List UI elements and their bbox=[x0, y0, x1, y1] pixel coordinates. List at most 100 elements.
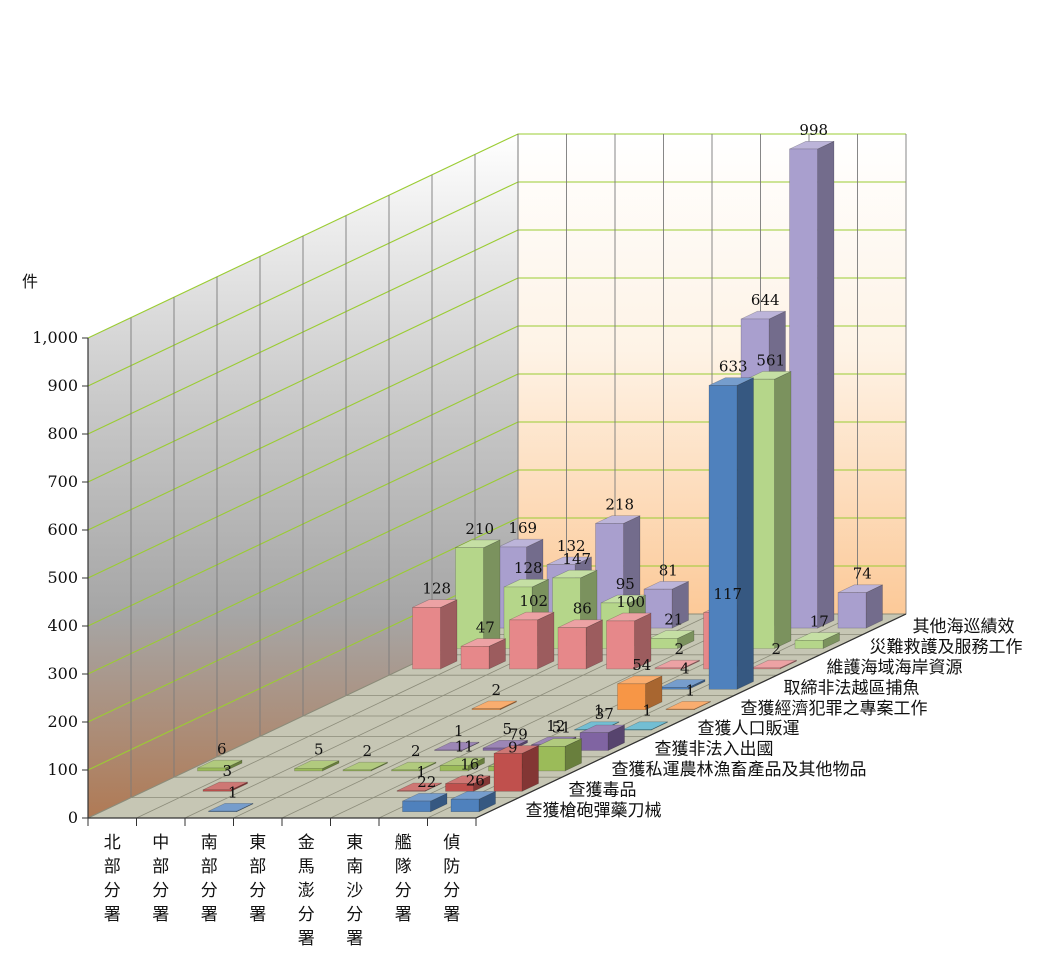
bar-front bbox=[536, 746, 566, 772]
y-tick-label: 400 bbox=[47, 616, 78, 635]
data-label: 3 bbox=[222, 762, 232, 780]
bar bbox=[202, 781, 248, 792]
bar bbox=[617, 675, 663, 711]
data-label: 5 bbox=[502, 720, 512, 738]
data-label: 16 bbox=[460, 756, 479, 774]
bar-side bbox=[585, 619, 603, 670]
category-label: 艦隊分署 bbox=[395, 833, 412, 925]
bar-front bbox=[434, 749, 463, 751]
bar bbox=[794, 632, 840, 649]
bar bbox=[445, 775, 491, 792]
data-label: 128 bbox=[514, 559, 543, 577]
data-label: 51 bbox=[552, 719, 571, 737]
data-label: 132 bbox=[557, 537, 586, 555]
data-label: 102 bbox=[519, 592, 548, 610]
bar-front bbox=[412, 607, 441, 670]
data-label: 1 bbox=[642, 702, 652, 720]
data-label: 22 bbox=[417, 773, 436, 791]
bar-front bbox=[471, 708, 501, 711]
category-label: 金馬澎分署 bbox=[298, 833, 315, 949]
y-tick-label: 200 bbox=[47, 712, 78, 731]
data-label: 2 bbox=[362, 742, 372, 760]
data-label: 218 bbox=[605, 496, 634, 514]
bar-front bbox=[606, 620, 635, 670]
data-label: 79 bbox=[509, 725, 528, 743]
series-labels: 查獲槍砲彈藥刀械查獲毒品查獲私運農林漁畜產品及其他物品查獲非法入出國查獲人口販運… bbox=[526, 617, 1023, 821]
data-label: 169 bbox=[508, 519, 537, 537]
bar-front bbox=[708, 385, 738, 690]
bar-front bbox=[579, 732, 609, 751]
y-unit-label: 件 bbox=[22, 272, 38, 291]
data-label: 81 bbox=[659, 561, 678, 579]
bar-front bbox=[396, 790, 426, 792]
bar bbox=[294, 760, 340, 772]
bar bbox=[746, 370, 792, 649]
data-label: 1 bbox=[416, 763, 426, 781]
bar bbox=[197, 759, 243, 772]
bar-side bbox=[440, 599, 458, 670]
bar bbox=[396, 782, 442, 792]
data-label: 12 bbox=[546, 717, 565, 735]
data-label: 47 bbox=[476, 618, 495, 636]
category-label: 南部分署 bbox=[201, 833, 218, 925]
data-label: 644 bbox=[751, 291, 780, 309]
bar bbox=[509, 611, 555, 670]
y-tick-label: 1,000 bbox=[32, 328, 78, 347]
bar-front bbox=[202, 789, 232, 792]
bar-front bbox=[509, 619, 538, 670]
bar-front bbox=[402, 800, 431, 813]
data-label: 9 bbox=[508, 739, 518, 757]
bar bbox=[557, 619, 603, 670]
depth-axis-line bbox=[475, 613, 907, 819]
bar bbox=[649, 630, 695, 649]
y-tick-label: 500 bbox=[47, 568, 78, 587]
category-labels: 北部分署 中部分署 南部分署 東部分署 金馬澎分署 東南沙分署 艦隊分署 偵防分署 bbox=[104, 833, 461, 949]
series-label: 查獲槍砲彈藥刀械 bbox=[526, 801, 662, 821]
bar-front bbox=[450, 798, 480, 813]
series-label: 其他海巡績效 bbox=[913, 617, 1015, 637]
bar bbox=[450, 790, 496, 813]
series-label: 查獲私運農林漁畜產品及其他物品 bbox=[612, 760, 867, 780]
bar bbox=[342, 761, 388, 772]
data-label: 561 bbox=[756, 351, 785, 369]
bar-front bbox=[665, 708, 695, 711]
bar bbox=[482, 739, 528, 751]
category-label: 北部分署 bbox=[104, 833, 121, 925]
bar bbox=[789, 140, 835, 629]
bar-front bbox=[794, 639, 824, 649]
bar-front bbox=[197, 767, 226, 772]
data-label: 21 bbox=[664, 611, 683, 629]
bar bbox=[391, 761, 437, 772]
y-tick-label: 700 bbox=[47, 472, 78, 491]
data-label: 1 bbox=[594, 702, 604, 720]
series-label: 查獲人口販運 bbox=[698, 719, 800, 739]
bar bbox=[536, 738, 582, 772]
bar bbox=[460, 638, 506, 670]
bar bbox=[493, 745, 539, 792]
data-label: 117 bbox=[713, 585, 742, 603]
bar bbox=[455, 539, 501, 649]
bar bbox=[751, 659, 797, 670]
y-tick-label: 300 bbox=[47, 664, 78, 683]
data-label: 17 bbox=[810, 612, 829, 630]
data-label: 86 bbox=[573, 600, 592, 618]
category-label: 中部分署 bbox=[152, 833, 169, 925]
series-label: 災難救護及服務工作 bbox=[870, 638, 1023, 658]
data-label: 5 bbox=[314, 741, 324, 759]
data-label: 6 bbox=[217, 740, 227, 758]
y-tick-label: 900 bbox=[47, 376, 78, 395]
data-label: 11 bbox=[455, 738, 474, 756]
chart-data-labels: 1691322188164499874210128147952156117128… bbox=[217, 121, 872, 801]
bar-front bbox=[294, 768, 323, 772]
bar bbox=[606, 612, 652, 670]
bar-front bbox=[391, 769, 420, 772]
data-label: 633 bbox=[719, 358, 748, 376]
series-label: 查獲毒品 bbox=[569, 780, 637, 800]
bar bbox=[579, 724, 625, 751]
bar-front bbox=[654, 667, 684, 670]
data-label: 998 bbox=[799, 121, 828, 139]
data-label: 2 bbox=[491, 681, 501, 699]
y-tick-label: 600 bbox=[47, 520, 78, 539]
data-label: 1 bbox=[228, 783, 238, 801]
